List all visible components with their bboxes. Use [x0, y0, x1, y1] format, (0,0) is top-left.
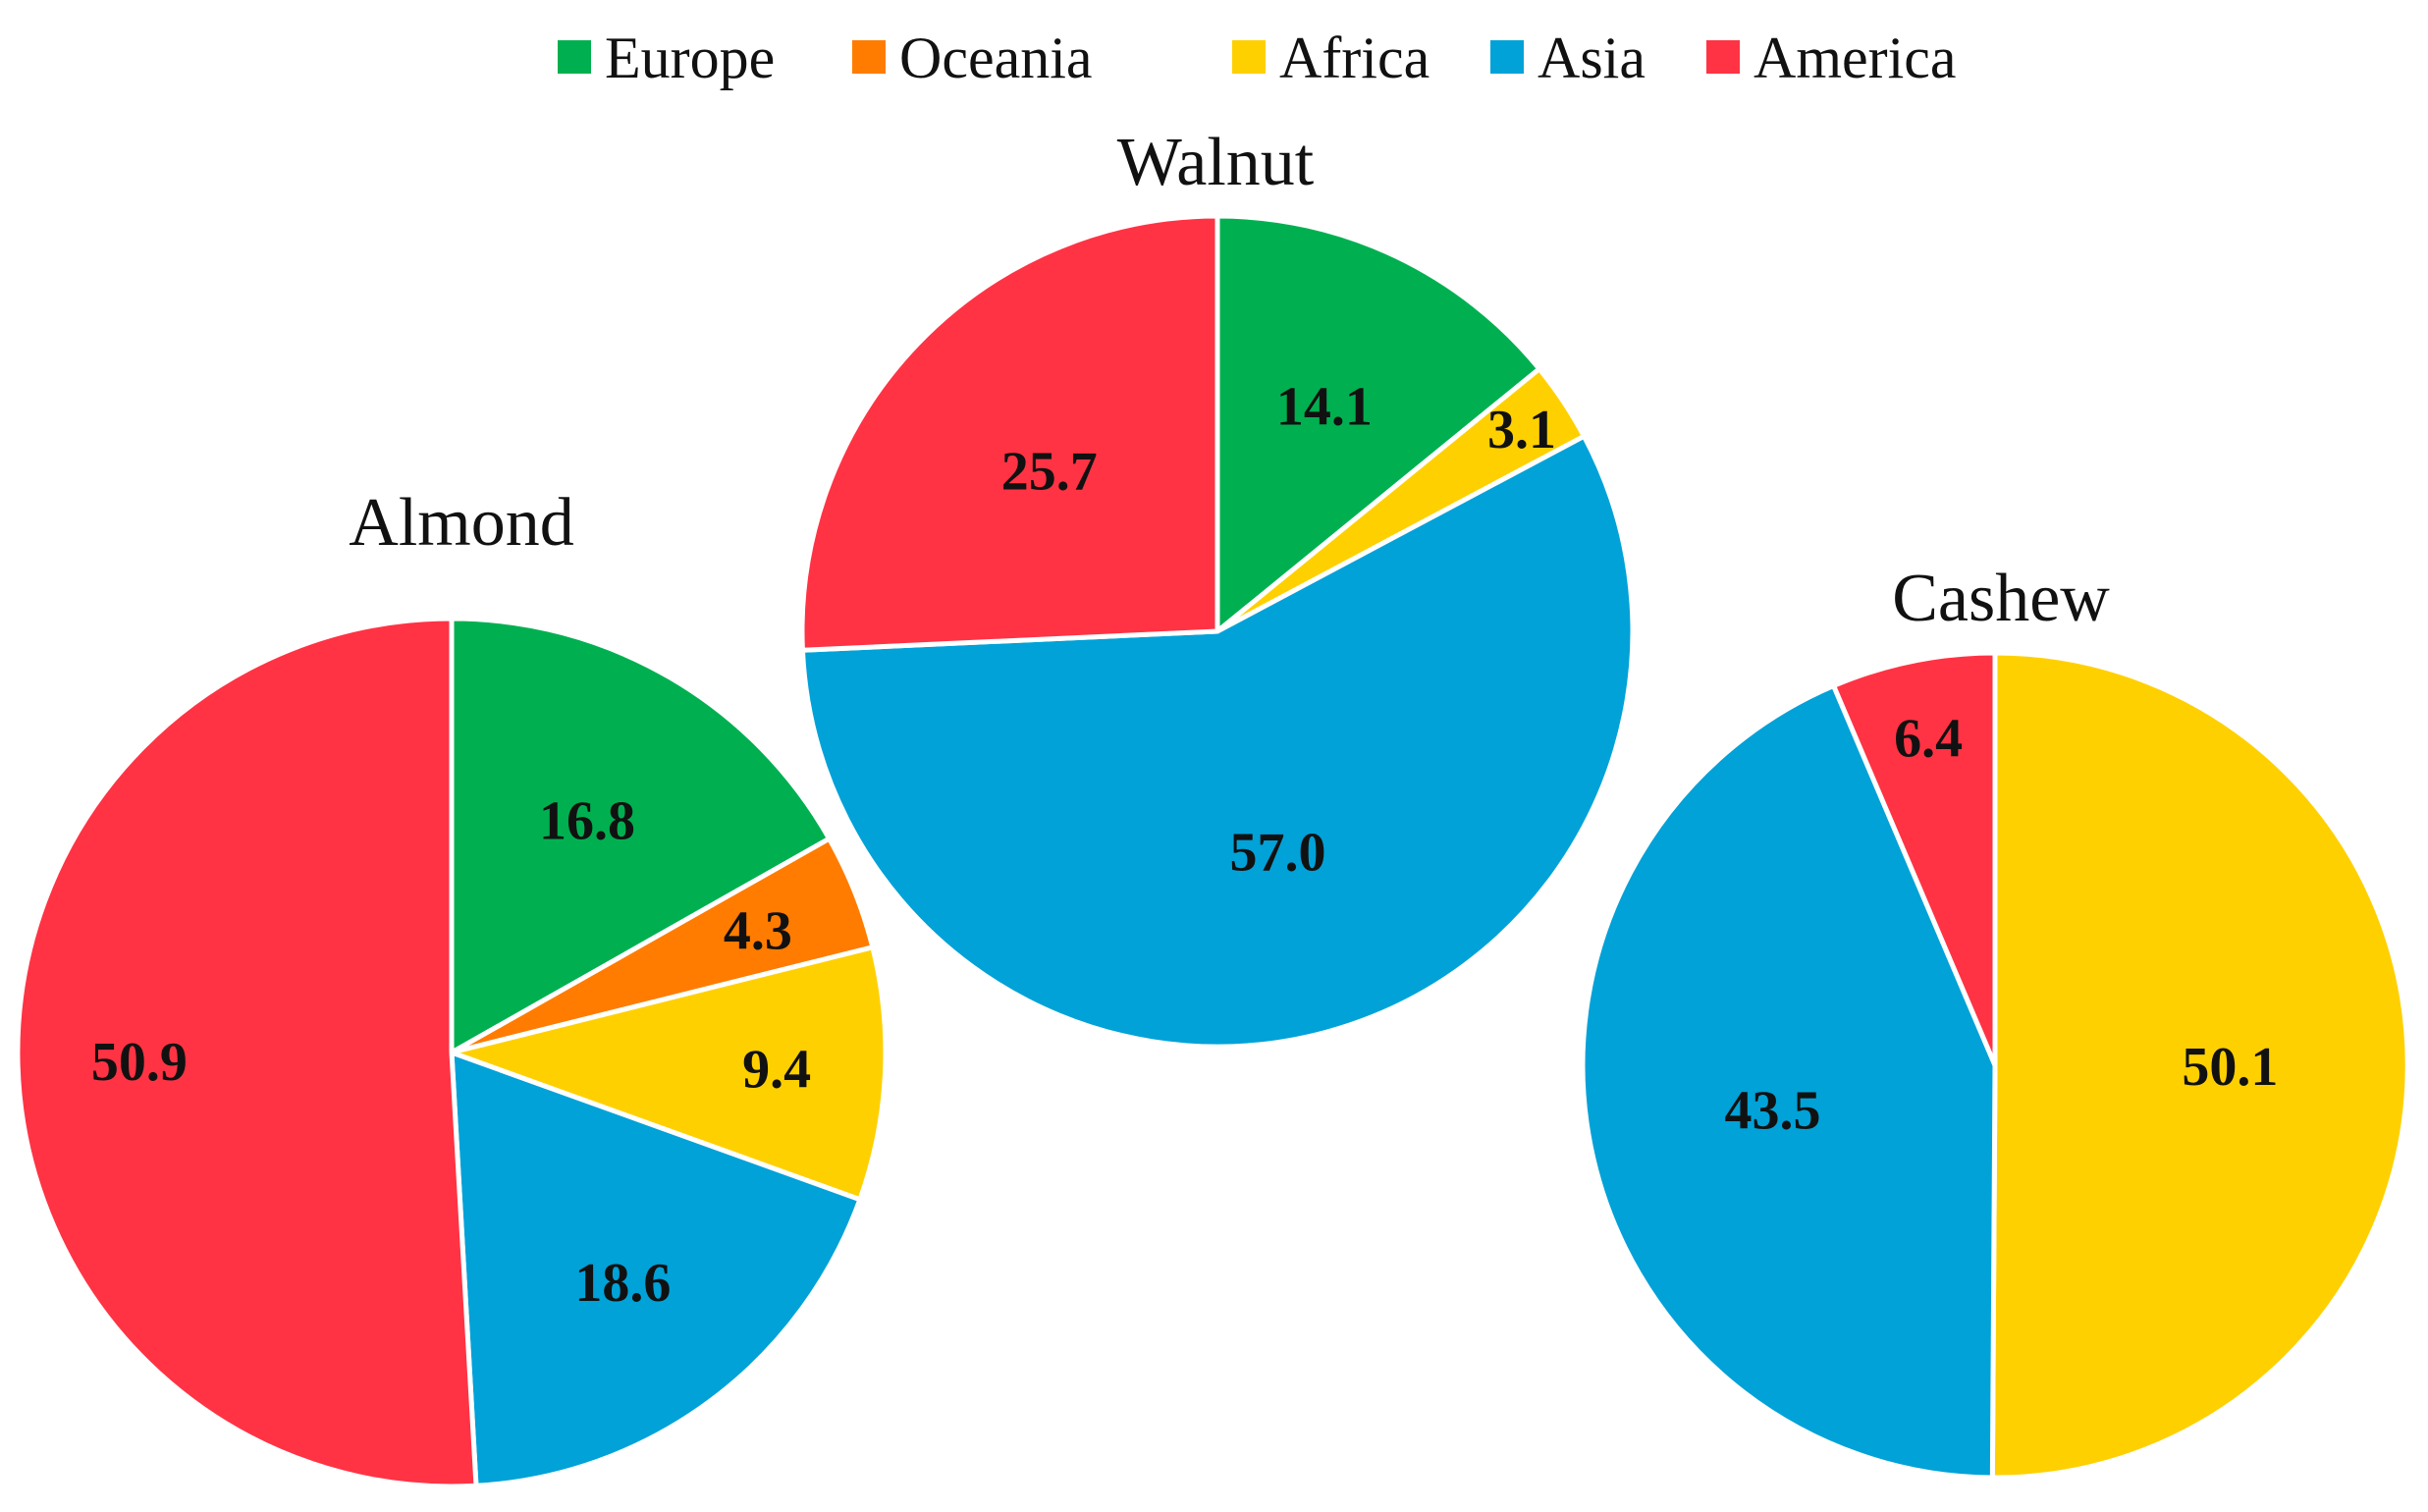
walnut-label-asia: 57.0 — [1230, 822, 1326, 883]
cashew-slice-asia — [1580, 683, 1998, 1481]
pie-chart-cashew: Cashew 50.1 43.5 6.4 — [1580, 561, 2410, 1481]
cashew-label-america: 6.4 — [1894, 709, 1963, 770]
legend-label-europe: Europe — [605, 26, 775, 90]
legend-label-asia: Asia — [1538, 26, 1646, 90]
pie-charts: Almond 16.8 4.3 9.4 18.6 50.9 Walnut 14.1 3.1 57.… — [15, 125, 2410, 1489]
legend-item-asia: Asia — [1490, 26, 1646, 90]
cashew-label-asia: 43.5 — [1725, 1080, 1821, 1141]
walnut-label-africa: 3.1 — [1487, 400, 1556, 460]
walnut-label-america: 25.7 — [1001, 441, 1098, 502]
almond-slice-asia — [449, 1050, 863, 1488]
almond-label-america: 50.9 — [91, 1032, 188, 1093]
almond-label-africa: 9.4 — [742, 1040, 811, 1101]
legend-item-oceania: Oceania — [852, 26, 1093, 90]
legend-label-america: America — [1754, 26, 1957, 90]
walnut-label-europe: 14.1 — [1276, 377, 1373, 438]
cashew-slice-africa — [1989, 650, 2410, 1481]
legend-swatch-oceania — [852, 40, 886, 74]
legend-item-europe: Europe — [558, 26, 775, 90]
almond-label-europe: 16.8 — [539, 790, 635, 851]
almond-label-oceania: 4.3 — [724, 900, 792, 961]
legend-item-africa: Africa — [1232, 26, 1430, 90]
pie-chart-walnut: Walnut 14.1 3.1 57.0 25.7 — [799, 125, 1636, 1050]
cashew-label-africa: 50.1 — [2182, 1037, 2278, 1098]
chart-title-almond: Almond — [349, 485, 573, 561]
almond-label-asia: 18.6 — [574, 1253, 671, 1314]
cashew-slice-america — [1831, 650, 1998, 1068]
walnut-slice-europe — [1214, 213, 1542, 634]
almond-slice-europe — [449, 616, 833, 1055]
almond-slice-america — [15, 616, 479, 1489]
legend-swatch-asia — [1490, 40, 1524, 74]
legend-label-africa: Africa — [1279, 26, 1430, 90]
legend-swatch-america — [1706, 40, 1740, 74]
walnut-slice-america — [799, 213, 1220, 653]
chart-title-cashew: Cashew — [1892, 561, 2110, 636]
legend-label-oceania: Oceania — [899, 26, 1093, 90]
legend-swatch-africa — [1232, 40, 1266, 74]
legend-swatch-europe — [558, 40, 591, 74]
legend: Europe Oceania Africa Asia America — [558, 26, 1957, 90]
legend-item-america: America — [1706, 26, 1957, 90]
almond-slice-africa — [449, 945, 889, 1203]
chart-title-walnut: Walnut — [1117, 125, 1315, 200]
pie-chart-almond: Almond 16.8 4.3 9.4 18.6 50.9 — [15, 485, 889, 1489]
walnut-slice-asia — [799, 433, 1636, 1050]
